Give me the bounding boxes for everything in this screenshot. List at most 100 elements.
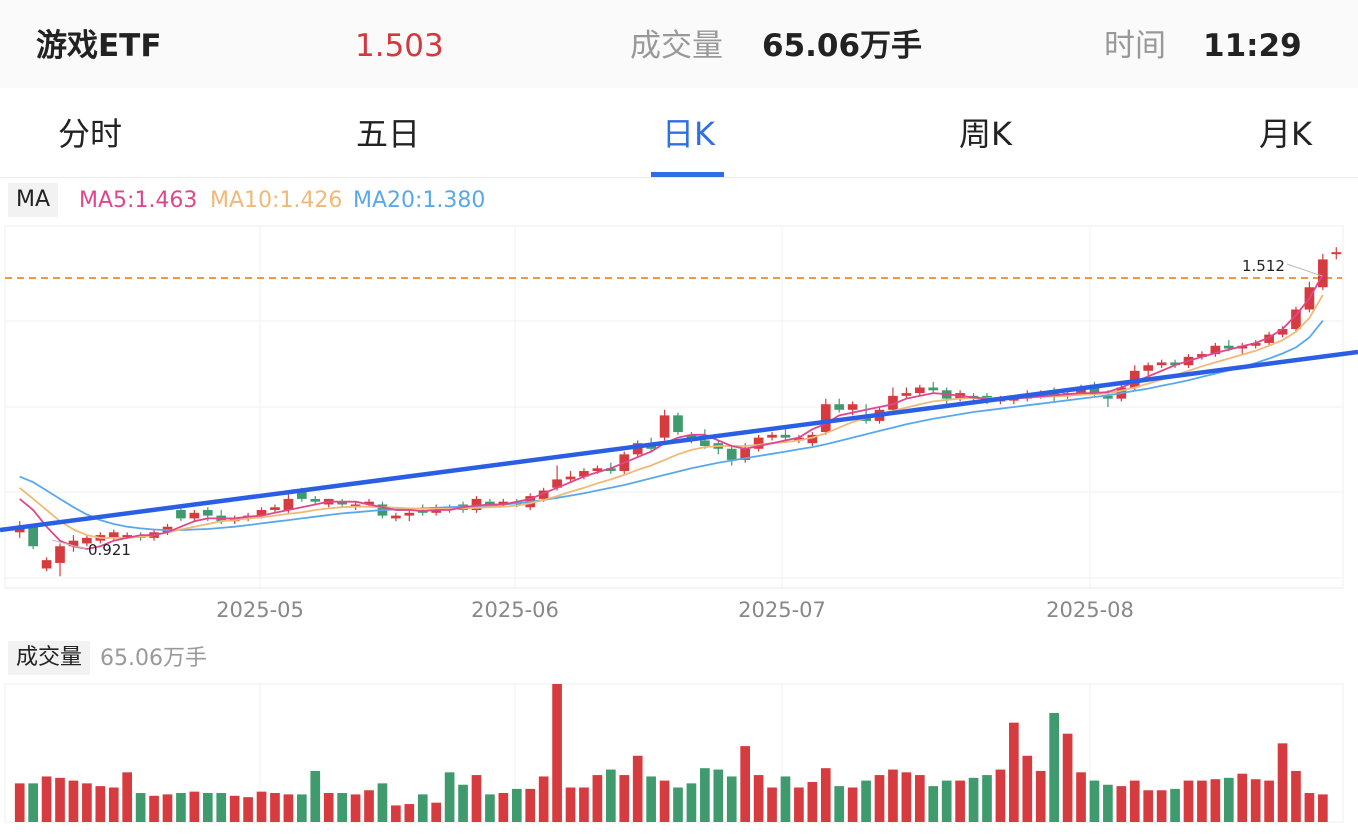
tab-intraday[interactable]: 分时 [58, 115, 123, 153]
volume-bar [1223, 777, 1234, 822]
volume-bar [391, 805, 401, 822]
high-price-label: 1.512 [1242, 257, 1285, 275]
volume-value: 65.06万手 [762, 28, 923, 64]
candle-body [1277, 329, 1288, 335]
volume-bar [888, 769, 898, 822]
volume-bar [565, 787, 576, 822]
volume-bar [404, 804, 415, 822]
volume-bar [592, 775, 603, 822]
volume-bar [68, 780, 79, 822]
volume-bar [1009, 722, 1019, 822]
volume-bar [350, 794, 361, 822]
candle-body [538, 490, 549, 499]
candle-body [122, 535, 133, 538]
volume-bar [1116, 786, 1127, 822]
candle-body [41, 560, 52, 569]
volume-bar [202, 793, 213, 822]
candle-body [1103, 395, 1113, 399]
candle-body [1291, 309, 1301, 330]
volume-bar [1183, 780, 1194, 822]
volume-bar [982, 775, 992, 822]
volume-bar [928, 786, 939, 822]
low-leader-line [51, 539, 87, 550]
candle-body [780, 434, 791, 438]
volume-bar [41, 776, 52, 822]
tab-five-day[interactable]: 五日 [356, 115, 421, 153]
volume-bar [713, 769, 724, 822]
ma20-line [19, 320, 1324, 531]
volume-bar [55, 777, 65, 822]
volume-bar [1076, 772, 1086, 822]
x-tick-label: 2025-05 [216, 598, 304, 622]
volume-bar [1304, 793, 1315, 822]
low-price-label: 0.921 [88, 541, 131, 559]
candle-body [820, 404, 831, 433]
candle-body [337, 501, 347, 505]
volume-bar [243, 797, 253, 822]
volume-selector[interactable]: 成交量 [8, 641, 91, 675]
candle-body [1223, 345, 1234, 349]
volume-label: 成交量 [630, 28, 723, 64]
volume-bar [28, 783, 38, 822]
volume-bar [471, 775, 482, 822]
price-value: 1.503 [355, 28, 444, 64]
x-tick-label: 2025-07 [738, 598, 826, 622]
ma-selector[interactable]: MA [8, 183, 59, 217]
volume-bar [14, 783, 25, 822]
volume-bar [579, 787, 589, 822]
candle-body [888, 395, 898, 410]
volume-bar [1210, 779, 1221, 822]
volume-bar [1143, 790, 1154, 822]
candle-body [740, 448, 751, 460]
volume-bar [914, 775, 925, 822]
volume-bar [1049, 712, 1059, 822]
volume-panel-value: 65.06万手 [100, 646, 207, 671]
volume-bar [122, 772, 133, 822]
candle-body [1331, 252, 1342, 255]
candle-body [834, 404, 845, 410]
tab-weekly-k[interactable]: 周K [959, 115, 1012, 153]
trendline-group [0, 263, 1358, 550]
candle-body [1143, 365, 1154, 371]
volume-bar [1250, 779, 1261, 822]
candle-body [579, 471, 589, 477]
high-leader-line [1286, 263, 1323, 277]
volume-bar [1277, 743, 1288, 822]
candle-body [364, 501, 374, 505]
volume-bar [1103, 784, 1113, 822]
candle-body [552, 479, 562, 488]
active-tab-underline [651, 172, 724, 177]
candle-body [767, 434, 777, 438]
tab-monthly-k[interactable]: 月K [1259, 115, 1312, 153]
candle-body [847, 404, 858, 410]
candle-body [82, 537, 92, 544]
volume-bar [847, 787, 858, 822]
volume-bar [323, 793, 334, 822]
period-tabs: 分时 五日 日K 周K 月K [0, 88, 1358, 178]
candle-body [485, 501, 495, 505]
volume-bar [458, 784, 468, 822]
ma10-line [19, 294, 1324, 539]
volume-bar [646, 776, 656, 822]
volume-bar [377, 783, 388, 822]
volume-bar [297, 794, 307, 822]
volume-bar [337, 793, 347, 822]
volume-bar [189, 791, 200, 822]
x-tick-label: 2025-06 [471, 598, 559, 622]
candle-body [605, 468, 616, 472]
candle-body [1250, 342, 1261, 346]
volume-bar [417, 794, 428, 822]
ma-legend: MA MA5:1.463 MA10:1.426 MA20:1.380 [4, 183, 1354, 217]
volume-bar [283, 794, 294, 822]
candle-body [565, 476, 576, 480]
volume-bar [1062, 733, 1073, 822]
volume-bar [1089, 780, 1100, 822]
volume-bar [874, 775, 885, 822]
volume-bar [686, 783, 697, 822]
candle-body [1156, 362, 1167, 366]
volume-bar [431, 802, 442, 822]
tab-daily-k[interactable]: 日K [662, 115, 715, 153]
candle-body [1009, 398, 1019, 401]
volume-bar [1264, 780, 1274, 822]
